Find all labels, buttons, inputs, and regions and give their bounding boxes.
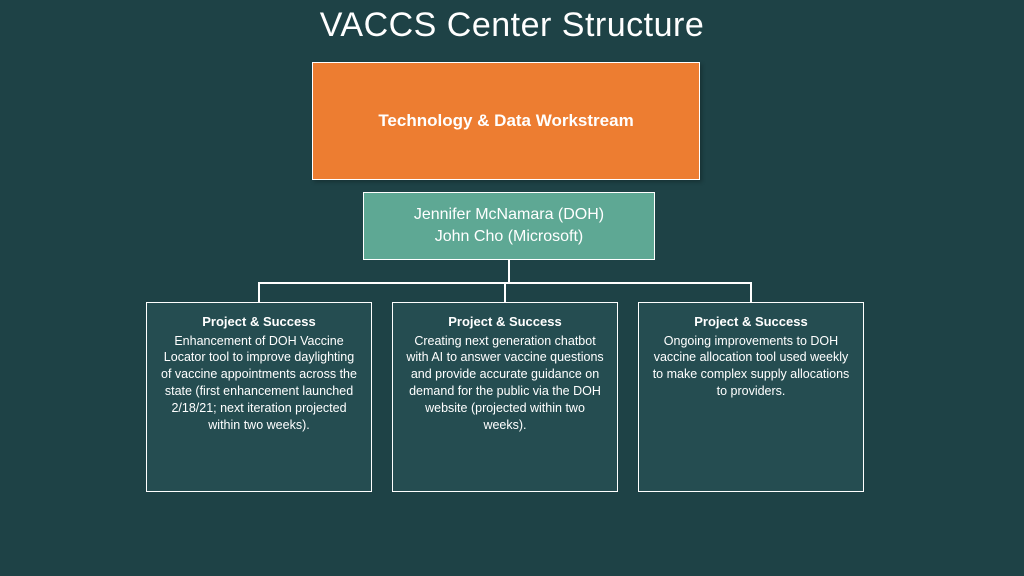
project-box-2: Project & Success Creating next generati… <box>392 302 618 492</box>
project-body-1: Enhancement of DOH Vaccine Locator tool … <box>161 334 357 432</box>
lead-line-1: Jennifer McNamara (DOH) <box>414 204 604 226</box>
connector-drop-1 <box>258 282 260 302</box>
project-title-1: Project & Success <box>159 313 359 331</box>
project-box-3: Project & Success Ongoing improvements t… <box>638 302 864 492</box>
project-body-2: Creating next generation chatbot with AI… <box>406 334 603 432</box>
page-title: VACCS Center Structure <box>0 6 1024 45</box>
project-title-3: Project & Success <box>651 313 851 331</box>
lead-line-2: John Cho (Microsoft) <box>435 226 584 248</box>
leads-box: Jennifer McNamara (DOH) John Cho (Micros… <box>363 192 655 260</box>
workstream-box: Technology & Data Workstream <box>312 62 700 180</box>
connector-vertical-main <box>508 260 510 282</box>
workstream-label: Technology & Data Workstream <box>378 111 633 131</box>
project-body-3: Ongoing improvements to DOH vaccine allo… <box>653 334 850 399</box>
project-title-2: Project & Success <box>405 313 605 331</box>
project-box-1: Project & Success Enhancement of DOH Vac… <box>146 302 372 492</box>
connector-drop-2 <box>504 282 506 302</box>
connector-drop-3 <box>750 282 752 302</box>
page-title-text: VACCS Center Structure <box>320 6 705 44</box>
